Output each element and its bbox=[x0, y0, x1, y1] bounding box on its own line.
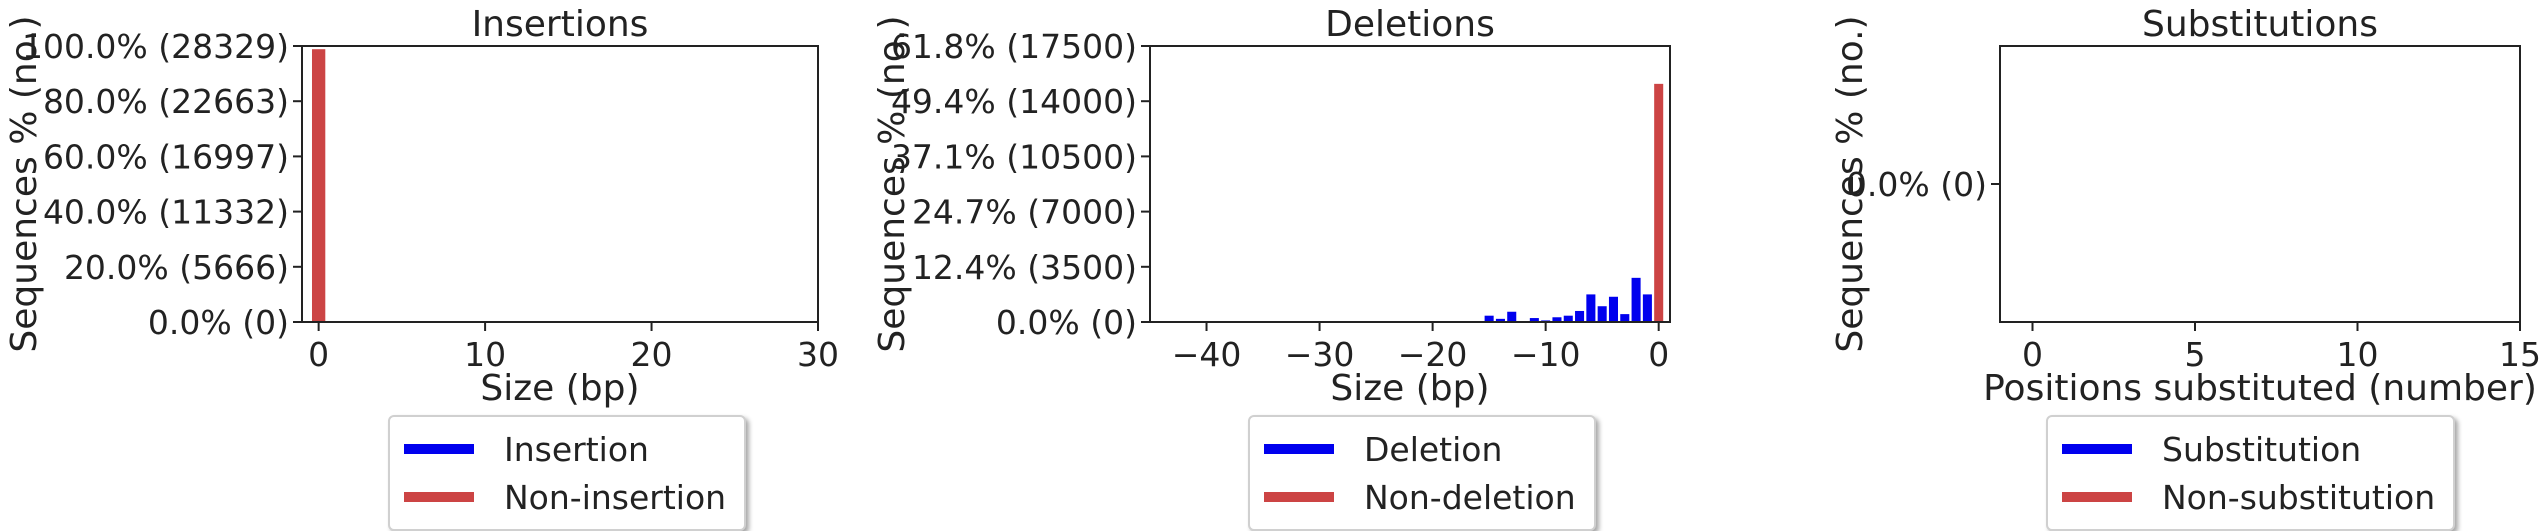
x-axis-label: Size (bp) bbox=[1330, 368, 1489, 409]
x-tick-label: 10 bbox=[2337, 335, 2379, 374]
bar-deletion bbox=[1552, 317, 1562, 322]
legend: Insertion Non-insertion bbox=[388, 415, 747, 531]
y-tick-label: 24.7% (7000) bbox=[912, 193, 1137, 232]
plot-frame bbox=[1999, 45, 2521, 323]
x-tick-label: −20 bbox=[1398, 335, 1468, 374]
y-tick-label: 0.0% (0) bbox=[1846, 165, 1987, 204]
x-tick-label: −40 bbox=[1172, 335, 1242, 374]
chart-title: Substitutions bbox=[2142, 4, 2378, 45]
y-tick-label: 60.0% (16997) bbox=[43, 137, 289, 176]
y-tick-label: 40.0% (11332) bbox=[43, 193, 289, 232]
bar-deletion bbox=[1586, 294, 1596, 322]
legend-label: Non-deletion bbox=[1364, 477, 1576, 517]
y-tick-label: 61.8% (17500) bbox=[891, 27, 1137, 66]
bar-deletion bbox=[1608, 296, 1618, 322]
x-tick-label: 5 bbox=[2185, 335, 2206, 374]
legend-entry: Deletion bbox=[1264, 425, 1576, 473]
y-axis-label: Sequences % (no.) bbox=[1830, 15, 1871, 352]
legend-label: Insertion bbox=[504, 429, 649, 469]
chart-title: Deletions bbox=[1325, 4, 1495, 45]
bar-non-insertion bbox=[311, 49, 326, 323]
legend-swatch bbox=[1264, 444, 1334, 454]
x-tick-label: 20 bbox=[631, 335, 673, 374]
legend-swatch bbox=[2062, 444, 2132, 454]
legend-entry: Non-insertion bbox=[404, 473, 726, 521]
x-axis-label: Positions substituted (number) bbox=[1983, 368, 2537, 409]
legend-swatch bbox=[404, 492, 474, 502]
x-tick-label: 30 bbox=[797, 335, 839, 374]
x-tick-label: 15 bbox=[2499, 335, 2540, 374]
bar-deletion bbox=[1631, 277, 1641, 322]
legend-entry: Insertion bbox=[404, 425, 726, 473]
x-axis-label: Size (bp) bbox=[480, 368, 639, 409]
y-axis-label: Sequences % (no.) bbox=[4, 15, 45, 352]
legend-swatch bbox=[1264, 492, 1334, 502]
legend-swatch bbox=[2062, 492, 2132, 502]
bar-deletion bbox=[1507, 311, 1517, 322]
plot-frame bbox=[301, 45, 819, 323]
y-tick-label: 49.4% (14000) bbox=[891, 82, 1137, 121]
chart-title: Insertions bbox=[472, 4, 649, 45]
legend-label: Deletion bbox=[1364, 429, 1503, 469]
x-tick-label: −10 bbox=[1511, 335, 1581, 374]
x-tick-label: −30 bbox=[1285, 335, 1355, 374]
legend-swatch bbox=[404, 444, 474, 454]
x-tick-label: 0 bbox=[1648, 335, 1669, 374]
y-tick-label: 0.0% (0) bbox=[996, 303, 1137, 342]
legend-entry: Non-substitution bbox=[2062, 473, 2435, 521]
x-tick-label: 0 bbox=[2022, 335, 2043, 374]
legend: Deletion Non-deletion bbox=[1248, 415, 1596, 531]
legend-entry: Substitution bbox=[2062, 425, 2435, 473]
y-tick-label: 0.0% (0) bbox=[148, 303, 289, 342]
y-axis-label: Sequences % (no.) bbox=[872, 15, 913, 352]
bar-deletion bbox=[1620, 314, 1630, 322]
y-tick-label: 20.0% (5666) bbox=[64, 248, 289, 287]
bar-deletion bbox=[1597, 306, 1607, 322]
bar-deletion bbox=[1495, 318, 1505, 322]
bar-deletion bbox=[1484, 315, 1494, 322]
y-tick-label: 37.1% (10500) bbox=[891, 137, 1137, 176]
legend-entry: Non-deletion bbox=[1264, 473, 1576, 521]
legend-label: Non-insertion bbox=[504, 477, 727, 517]
bar-deletion bbox=[1642, 294, 1652, 322]
y-tick-label: 12.4% (3500) bbox=[912, 248, 1137, 287]
bar-deletion bbox=[1563, 315, 1573, 322]
legend-label: Substitution bbox=[2162, 429, 2362, 469]
bar-deletion bbox=[1529, 318, 1539, 322]
legend: Substitution Non-substitution bbox=[2046, 415, 2456, 531]
plot-frame bbox=[1149, 45, 1671, 323]
x-tick-label: 0 bbox=[308, 335, 329, 374]
bar-deletion bbox=[1575, 310, 1585, 322]
x-tick-label: 10 bbox=[464, 335, 506, 374]
legend-label: Non-substitution bbox=[2162, 477, 2436, 517]
y-tick-label: 80.0% (22663) bbox=[43, 82, 289, 121]
bar-non-deletion bbox=[1654, 83, 1664, 322]
y-tick-label: 100.0% (28329) bbox=[22, 27, 289, 66]
